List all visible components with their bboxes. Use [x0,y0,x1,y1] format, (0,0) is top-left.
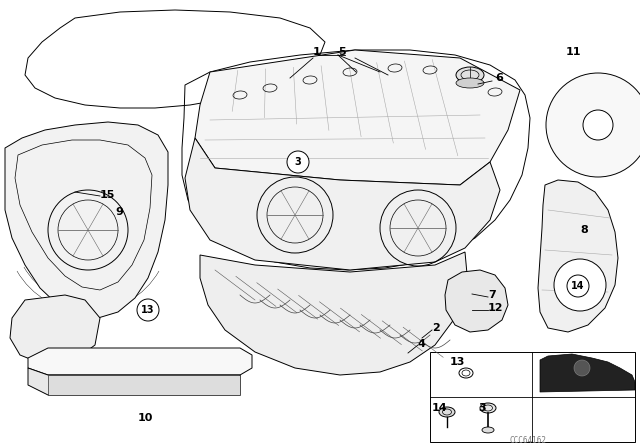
Text: 13: 13 [141,305,155,315]
Text: 11: 11 [566,47,582,57]
Text: 3: 3 [478,403,486,413]
Text: 14: 14 [432,403,447,413]
Ellipse shape [456,78,484,88]
Polygon shape [445,270,508,332]
Text: 15: 15 [100,190,115,200]
Text: 9: 9 [115,207,123,217]
Text: 3: 3 [294,157,301,167]
Circle shape [287,151,309,173]
Ellipse shape [480,403,496,413]
Text: 10: 10 [138,413,154,423]
Text: 7: 7 [488,290,496,300]
Ellipse shape [456,67,484,83]
Polygon shape [538,180,618,332]
Text: 2: 2 [432,323,440,333]
Circle shape [546,73,640,177]
Text: 5: 5 [338,47,346,57]
Polygon shape [185,138,500,270]
Text: 1: 1 [313,47,321,57]
Text: 14: 14 [572,281,585,291]
Ellipse shape [439,407,455,417]
Text: 8: 8 [580,225,588,235]
Polygon shape [28,348,252,375]
Circle shape [137,299,159,321]
Polygon shape [10,295,100,365]
Text: CCC64162: CCC64162 [509,435,547,444]
Text: 13: 13 [450,357,465,367]
Ellipse shape [482,427,494,433]
Circle shape [574,360,590,376]
Text: 4: 4 [418,339,426,349]
Circle shape [583,110,613,140]
Text: 12: 12 [488,303,504,313]
Text: 6: 6 [495,73,503,83]
Circle shape [567,275,589,297]
Polygon shape [540,354,635,392]
Polygon shape [48,375,240,395]
Bar [430,352,635,442]
Circle shape [554,259,606,311]
Polygon shape [5,122,168,318]
Polygon shape [28,368,240,395]
Polygon shape [195,50,520,185]
Polygon shape [200,252,468,375]
